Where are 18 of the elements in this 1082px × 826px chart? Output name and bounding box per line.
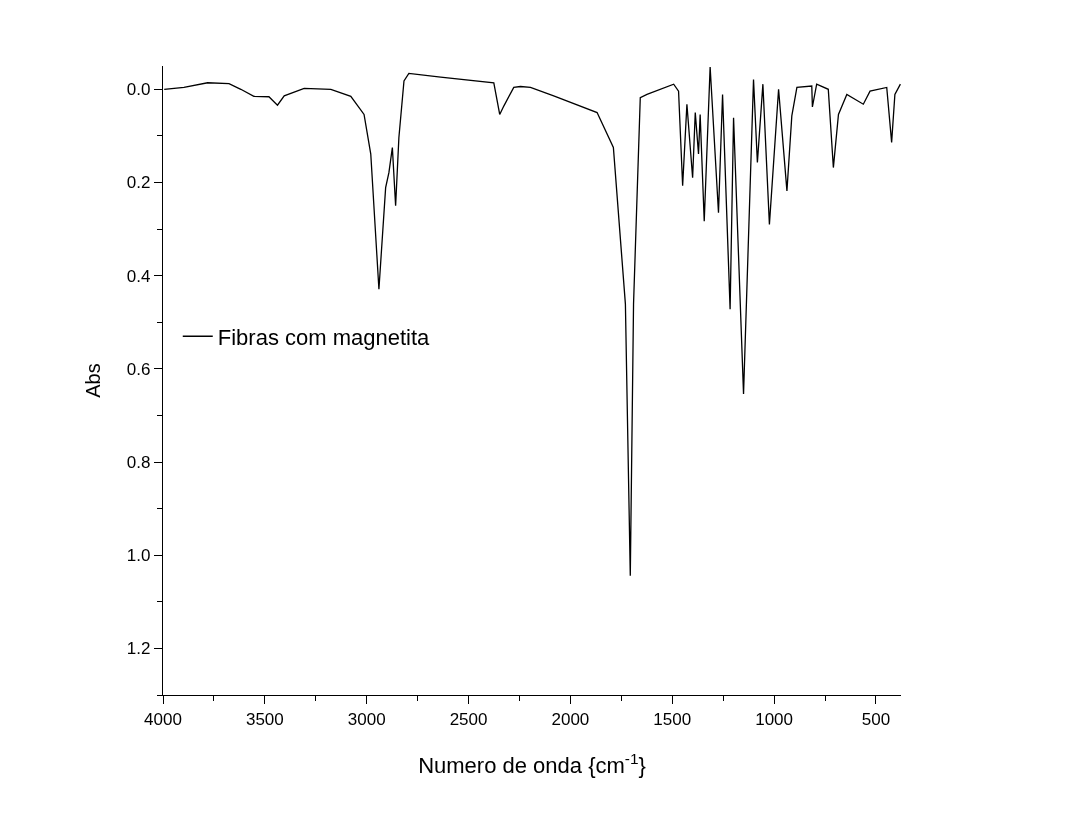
y-axis-title: Abs [82, 363, 105, 398]
y-tick-label: 1.0 [126, 546, 151, 566]
y-tick-label: 0.4 [126, 266, 151, 286]
x-tick-label: 3000 [347, 709, 386, 729]
x-tick-label: 2500 [449, 709, 488, 729]
x-axis-title: Numero de onda {cm$^{-1}$} [418, 750, 646, 779]
x-tick-label: 500 [861, 709, 891, 729]
x-tick-label: 3500 [245, 709, 284, 729]
y-tick-label: 0.0 [126, 80, 151, 100]
x-tick-label: 2000 [551, 709, 590, 729]
y-tick-label: 0.6 [126, 359, 151, 379]
y-tick-label: 0.8 [126, 452, 151, 472]
y-tick-label: 0.2 [126, 173, 151, 193]
y-tick-label: 1.2 [126, 639, 151, 659]
x-tick-label: 1500 [653, 709, 692, 729]
x-tick-label: 1000 [755, 709, 794, 729]
legend-label: Fibras com magnetita [217, 324, 431, 350]
x-tick-label: 4000 [144, 709, 182, 729]
